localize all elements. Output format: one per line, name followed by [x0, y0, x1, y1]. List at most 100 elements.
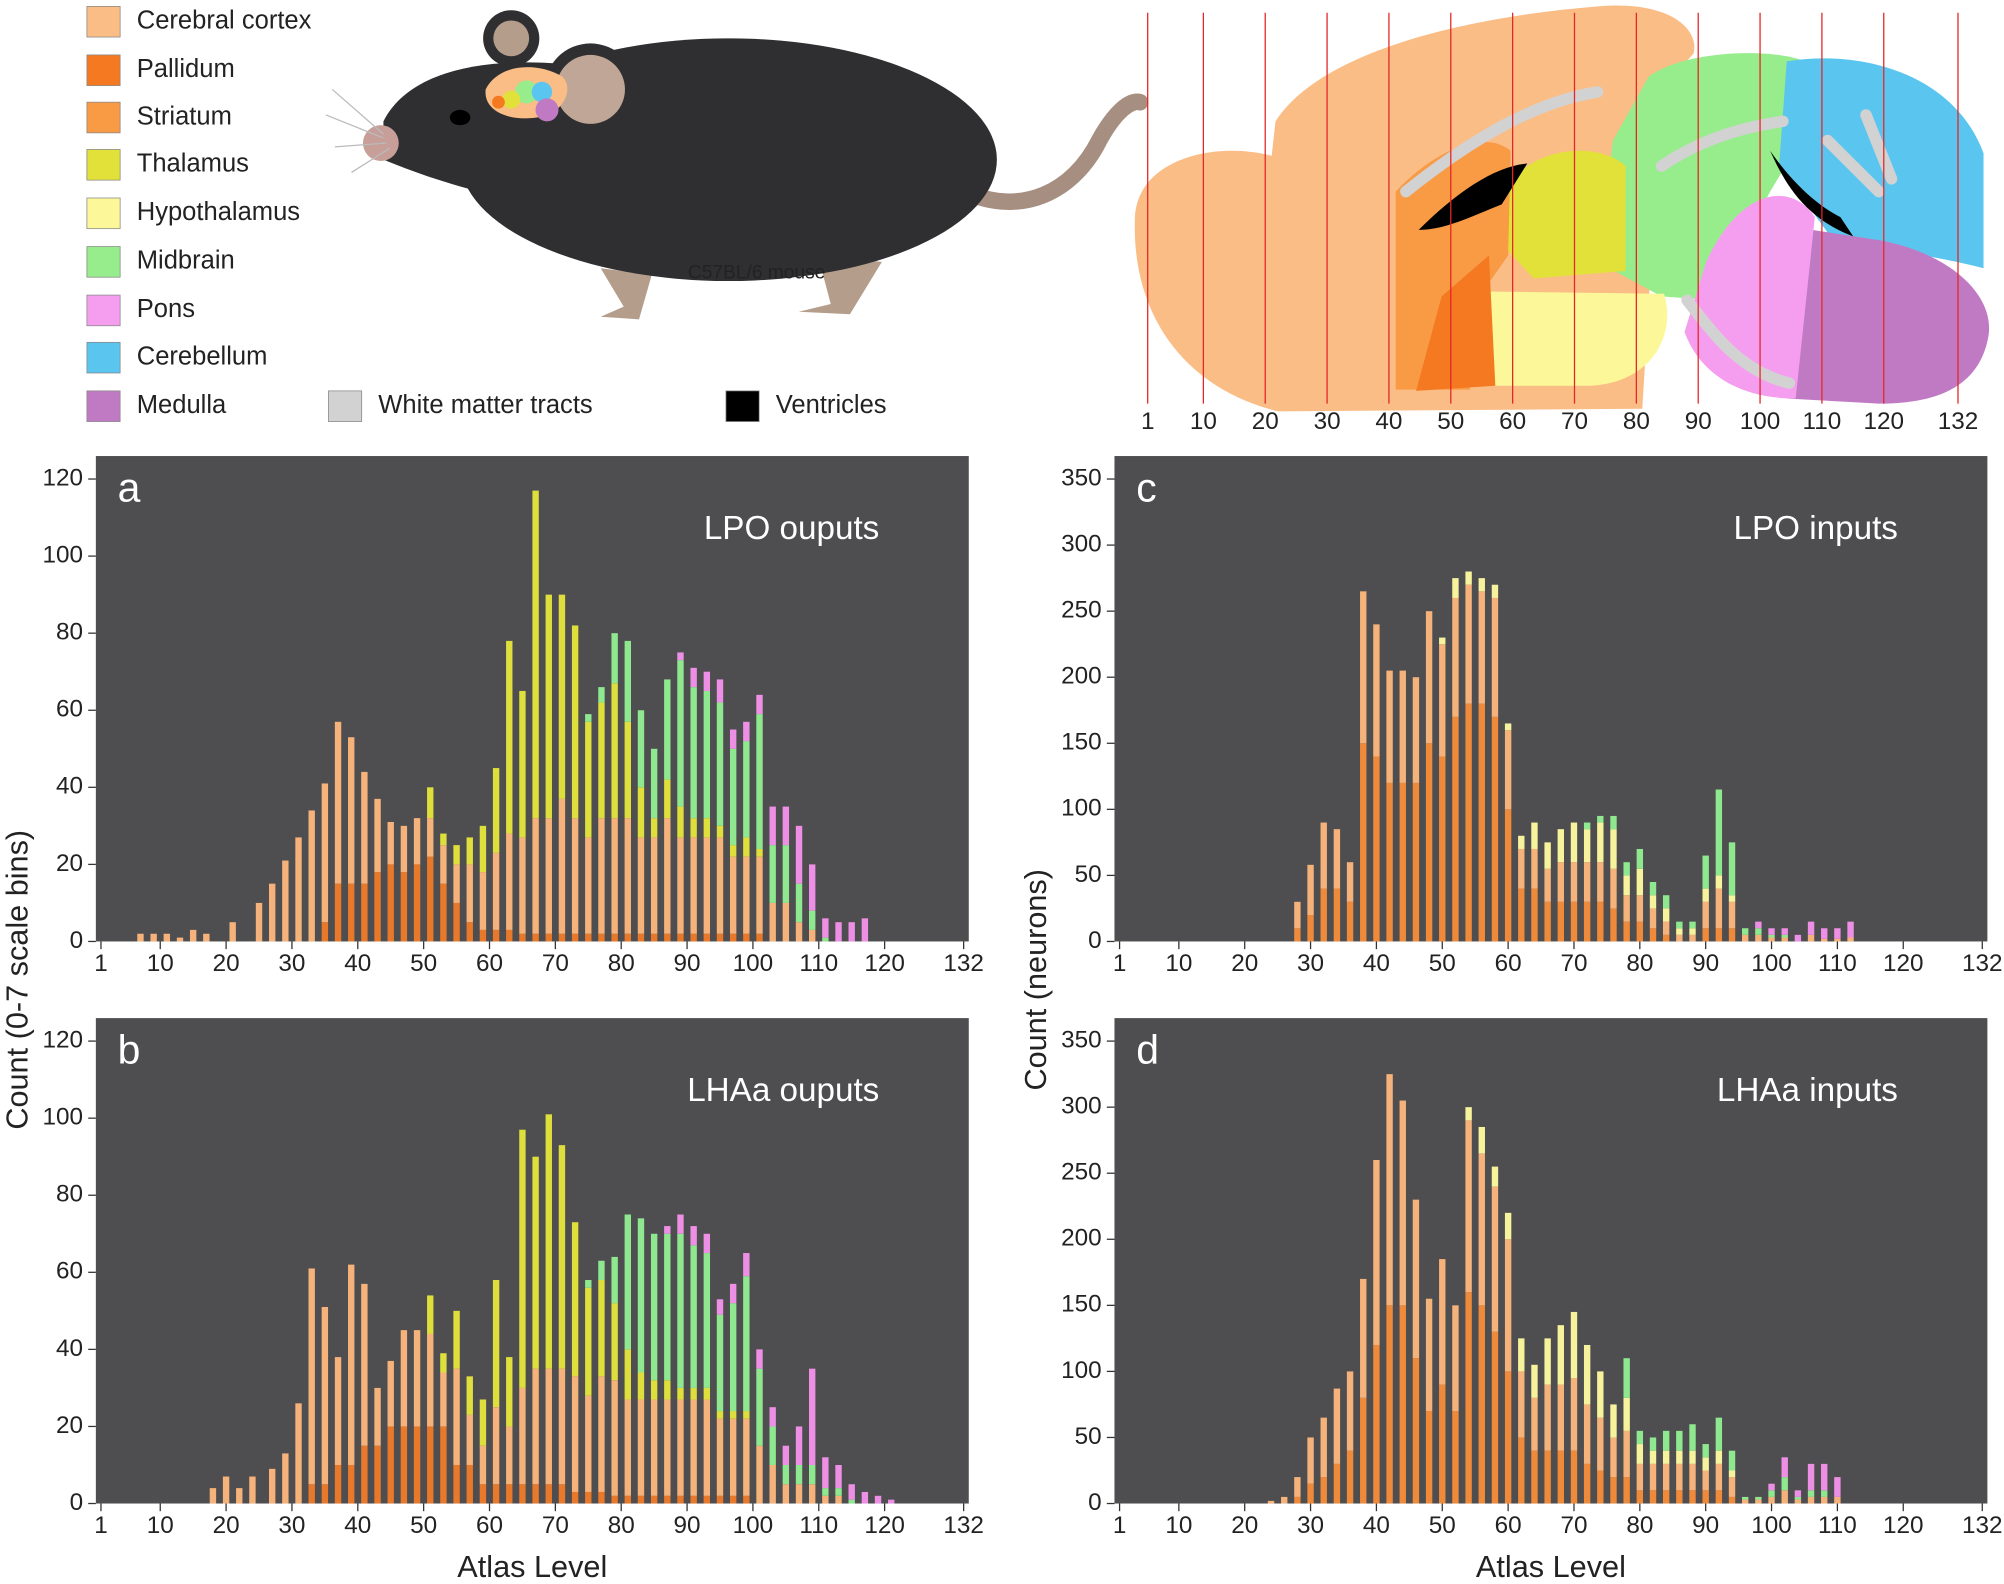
bar-segment	[1676, 928, 1683, 935]
bar-segment	[1636, 895, 1644, 922]
mouse-label: C57BL/6 mouse	[688, 262, 825, 283]
atlas-level-label: 100	[1740, 408, 1781, 435]
bar-segment	[374, 1387, 381, 1446]
bar-segment	[1807, 1496, 1815, 1504]
bar-segment	[650, 1495, 658, 1504]
bar-segment	[400, 1330, 408, 1427]
y-tick-label: 100	[1061, 795, 1102, 822]
bar-segment	[163, 933, 171, 942]
atlas-level-label: 70	[1561, 408, 1588, 435]
bar-segment	[1491, 597, 1499, 717]
bar-segment	[1597, 1371, 1604, 1418]
bar-segment	[795, 1426, 803, 1465]
x-tick-label: 70	[542, 950, 569, 977]
bar-segment	[637, 933, 645, 942]
bar-segment	[861, 918, 869, 942]
bar-segment	[1294, 928, 1301, 942]
bar-segment	[598, 933, 605, 942]
bar-segment	[413, 1330, 421, 1427]
bar-segment	[664, 933, 671, 942]
panel-letter: b	[118, 1026, 141, 1072]
bar-segment	[1636, 1444, 1644, 1464]
bar-segment	[1465, 1120, 1472, 1293]
bar-segment	[611, 818, 618, 934]
bar-segment	[664, 1233, 671, 1381]
bar-segment	[598, 687, 605, 703]
bar-segment	[1412, 677, 1420, 783]
x-tick-label: 100	[733, 1512, 774, 1539]
bar-segment	[664, 818, 671, 934]
bar-segment	[703, 690, 711, 819]
atlas-level-label: 120	[1864, 408, 1905, 435]
bar-segment	[1557, 1384, 1565, 1451]
bar-segment	[1465, 703, 1472, 942]
bar-segment	[1518, 1338, 1525, 1372]
bar-segment	[1623, 862, 1630, 876]
bar-segment	[1386, 782, 1393, 942]
bar-segment	[558, 1484, 566, 1504]
bar-segment	[1715, 888, 1723, 929]
bar-segment	[1478, 1153, 1485, 1306]
bar-segment	[585, 933, 592, 942]
bar-segment	[1491, 716, 1499, 942]
bar-segment	[703, 1253, 711, 1388]
bar-segment	[558, 1368, 566, 1485]
bar-segment	[624, 1214, 631, 1350]
y-tick-label: 0	[1088, 927, 1102, 954]
bar-segment	[1676, 1463, 1683, 1491]
bar-segment	[1610, 868, 1617, 909]
bar-segment	[743, 1411, 750, 1419]
bar-segment	[1320, 1417, 1327, 1478]
x-tick-label: 60	[476, 1512, 503, 1539]
bar-segment	[440, 1372, 447, 1427]
bar-segment	[677, 660, 684, 807]
y-tick-label: 80	[56, 1181, 83, 1208]
bar-segment	[1689, 1450, 1696, 1464]
plot-area	[1114, 456, 1988, 942]
bar-segment	[677, 1399, 684, 1496]
bar-segment	[1794, 934, 1802, 942]
bar-segment	[413, 864, 421, 942]
x-tick-label: 100	[733, 950, 774, 977]
bar-segment	[1491, 1331, 1499, 1504]
bar-segment	[716, 837, 724, 934]
bar-segment	[1702, 1444, 1709, 1458]
bar-segment	[1847, 921, 1854, 938]
bar-segment	[729, 1303, 737, 1412]
x-tick-label: 132	[1962, 950, 2003, 977]
bar-segment	[506, 640, 513, 834]
bar-segment	[1728, 901, 1736, 929]
atlas-level-label: 30	[1314, 408, 1341, 435]
bar-segment	[743, 1495, 750, 1504]
bar-segment	[1610, 829, 1617, 869]
bar-segment	[558, 1145, 566, 1369]
bar-segment	[1821, 928, 1828, 939]
bar-segment	[545, 1368, 552, 1485]
x-tick-label: 132	[1962, 1512, 2003, 1539]
bar-segment	[1412, 782, 1420, 942]
bar-segment	[716, 825, 724, 838]
bar-segment	[690, 1495, 697, 1504]
bar-segment	[1452, 578, 1459, 598]
bar-segment	[1478, 1126, 1485, 1154]
y-tick-label: 250	[1061, 597, 1102, 624]
bar-segment	[1373, 1160, 1380, 1345]
bar-segment	[1702, 901, 1709, 929]
bar-segment	[506, 833, 513, 930]
bar-segment	[743, 1276, 750, 1412]
bar-segment	[1425, 1411, 1433, 1504]
bar-segment	[361, 883, 368, 942]
bar-segment	[835, 1488, 842, 1496]
bar-segment	[795, 922, 803, 942]
bar-segment	[1807, 934, 1815, 942]
bar-segment	[822, 918, 829, 938]
bar-segment	[209, 1488, 217, 1504]
bar-segment	[598, 1260, 605, 1281]
bar-segment	[1373, 1344, 1380, 1504]
bar-segment	[571, 1491, 579, 1504]
bar-segment	[387, 864, 394, 942]
bar-segment	[571, 818, 579, 934]
bar-segment	[743, 933, 750, 942]
bar-segment	[690, 1226, 697, 1246]
bar-segment	[400, 825, 408, 873]
